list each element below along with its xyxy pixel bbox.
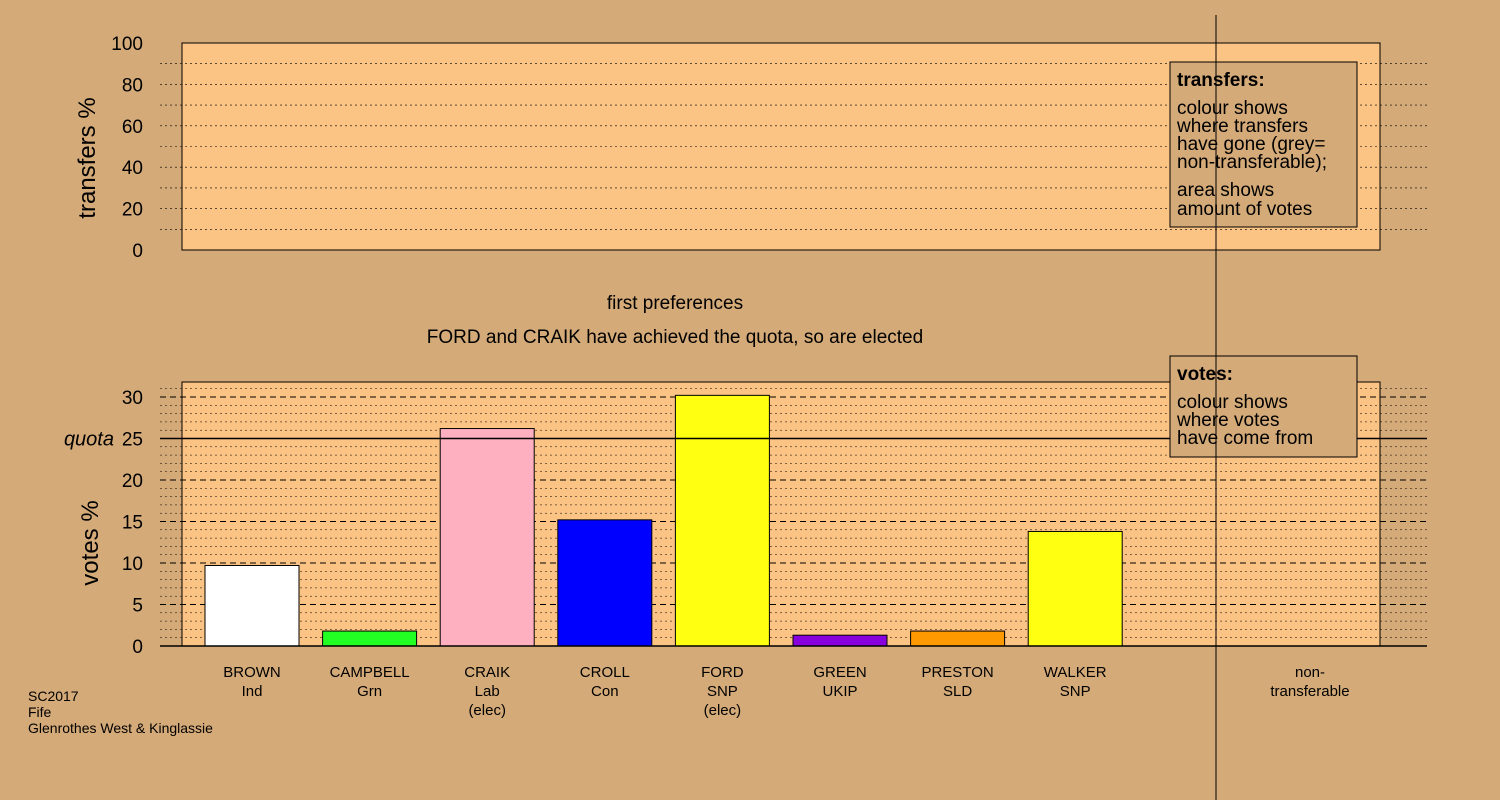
non-transferable-label-line2: transferable: [1270, 683, 1349, 700]
bar-green: [792, 634, 888, 647]
votes-legend-line: colour shows: [1177, 392, 1288, 413]
bar-preston: [910, 630, 1006, 647]
footer-line: Glenrothes West & Kinglassie: [28, 720, 213, 736]
candidate-name-label: CRAIK: [464, 664, 510, 681]
votes-y-tick-label: 15: [122, 513, 143, 534]
non-transferable-label-line1: non-: [1295, 664, 1325, 681]
votes-y-tick-label: 0: [132, 637, 143, 658]
footer-line: SC2017: [28, 688, 79, 704]
transfers-y-tick-label: 80: [122, 75, 143, 96]
votes-y-tick-label: 25: [122, 430, 143, 451]
votes-y-axis-label: votes %: [77, 500, 104, 585]
transfers-legend-title: transfers:: [1177, 70, 1265, 91]
stage-message: FORD and CRAIK have achieved the quota, …: [427, 327, 923, 348]
transfers-legend-line: non-transferable);: [1177, 152, 1327, 173]
candidate-name-label: WALKER: [1044, 664, 1107, 681]
candidate-party-label: Con: [591, 683, 619, 700]
transfers-legend-line: have gone (grey=: [1177, 134, 1325, 155]
candidate-name-label: CROLL: [580, 664, 630, 681]
candidate-elected-label: (elec): [468, 702, 506, 719]
transfers-y-tick-label: 0: [132, 241, 143, 262]
quota-label: quota: [64, 429, 114, 451]
votes-y-tick-label: 20: [122, 471, 143, 492]
candidate-party-label: Ind: [242, 683, 263, 700]
candidate-name-label: CAMPBELL: [330, 664, 410, 681]
votes-panel: 0 5 10 15 20 25 30 quota votes % BROWN Ind CAMPB…: [64, 355, 1427, 719]
candidate-party-label: Lab: [475, 683, 500, 700]
candidate-party-label: SLD: [943, 683, 972, 700]
votes-legend-box: [1169, 355, 1358, 458]
footer-line: Fife: [28, 704, 52, 720]
candidate-party-label: UKIP: [822, 683, 857, 700]
transfers-legend-line: area shows: [1177, 180, 1274, 201]
transfers-y-tick-label: 100: [111, 34, 143, 55]
bar-ford: [674, 394, 770, 647]
transfers-legend-line: colour shows: [1177, 98, 1288, 119]
candidate-party-label: SNP: [1060, 683, 1091, 700]
votes-bars: [204, 394, 1123, 647]
votes-legend-line: where votes: [1176, 410, 1279, 431]
candidate-name-label: FORD: [701, 664, 744, 681]
candidate-name-label: PRESTON: [921, 664, 993, 681]
candidate-party-label: Grn: [357, 683, 382, 700]
votes-y-tick-label: 30: [122, 388, 143, 409]
transfers-y-ticks: 0 20 40 60 80 100: [111, 34, 143, 262]
candidate-elected-label: (elec): [704, 702, 742, 719]
bar-craik: [439, 428, 535, 647]
bar-walker: [1027, 530, 1123, 647]
bar-brown: [204, 564, 300, 647]
transfers-y-tick-label: 40: [122, 158, 143, 179]
votes-legend-title: votes:: [1177, 364, 1233, 385]
bar-croll: [557, 519, 653, 647]
stage-title: first preferences: [607, 293, 743, 314]
votes-y-tick-label: 10: [122, 554, 143, 575]
transfers-legend-box: [1169, 61, 1358, 228]
transfers-y-tick-label: 60: [122, 117, 143, 138]
transfers-legend-line: amount of votes: [1177, 199, 1312, 220]
transfers-legend-line: where transfers: [1176, 116, 1308, 137]
votes-legend-line: have come from: [1177, 428, 1313, 449]
candidate-name-label: BROWN: [223, 664, 281, 681]
bar-campbell: [322, 630, 418, 647]
votes-y-tick-label: 5: [132, 596, 143, 617]
candidate-party-label: SNP: [707, 683, 738, 700]
candidate-name-label: GREEN: [813, 664, 866, 681]
transfers-panel: 0 20 40 60 80 100 transfers % transfers: colo…: [74, 34, 1427, 262]
transfers-y-tick-label: 20: [122, 200, 143, 221]
votes-y-ticks: 0 5 10 15 20 25 30: [122, 388, 143, 658]
candidate-labels: BROWN Ind CAMPBELL Grn CRAIK Lab (elec) CROLL Co…: [223, 664, 1107, 719]
transfers-y-axis-label: transfers %: [74, 97, 101, 218]
